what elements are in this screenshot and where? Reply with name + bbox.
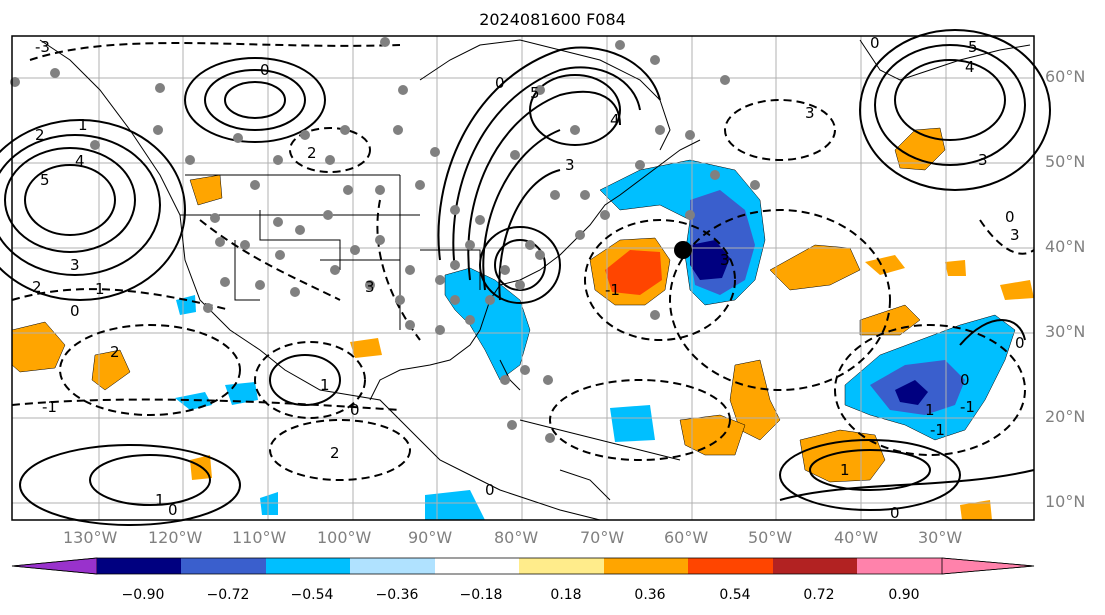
colorbar-segment xyxy=(941,557,1035,575)
contour-label: 3 xyxy=(70,256,80,274)
colorbar-segment xyxy=(519,558,604,574)
contour-label: 3 xyxy=(565,156,575,174)
contour-label: 0 xyxy=(168,501,178,519)
colorbar-tick: −0.72 xyxy=(206,587,250,603)
contour-label: 5 xyxy=(968,38,978,56)
colorbar-segment xyxy=(857,558,942,574)
colorbar-segment xyxy=(266,558,350,574)
lon-label: 80°W xyxy=(494,528,539,547)
colorbar-tick: −0.90 xyxy=(121,587,165,603)
contour-label: 1 xyxy=(925,401,935,419)
contour-label: 3 xyxy=(1010,226,1020,244)
colorbar-tick: 0.36 xyxy=(634,587,666,603)
colorbar-tick: 0.54 xyxy=(719,587,751,603)
contour-label: 2 xyxy=(35,126,45,144)
colorbar-segment xyxy=(11,557,98,575)
lon-label: 130°W xyxy=(63,528,118,547)
lon-label: 30°W xyxy=(918,528,963,547)
contour-label: 5 xyxy=(530,84,540,102)
colorbar-segment xyxy=(604,558,688,574)
lat-label: 10°N xyxy=(1045,492,1086,511)
lon-label: 120°W xyxy=(148,528,203,547)
contour-label: 0 xyxy=(960,371,970,389)
contour-label: -1 xyxy=(42,398,57,416)
lat-label: 50°N xyxy=(1045,152,1086,171)
colorbar-tick: −0.54 xyxy=(290,587,334,603)
lon-label: 90°W xyxy=(408,528,453,547)
lon-label: 60°W xyxy=(664,528,709,547)
contour-label: 1 xyxy=(320,376,330,394)
contour-label: -1 xyxy=(930,421,945,439)
map-frame xyxy=(11,35,1035,521)
lat-label: 30°N xyxy=(1045,322,1086,341)
station-dots xyxy=(10,37,760,443)
colorbar-segment xyxy=(435,558,519,574)
lat-label: 20°N xyxy=(1045,407,1086,426)
contour-label: 0 xyxy=(1005,208,1015,226)
gridlines xyxy=(12,36,1034,520)
colorbar-segment xyxy=(97,558,181,574)
contour-label: 1 xyxy=(840,461,850,479)
contour-label: 0 xyxy=(890,504,900,522)
contours xyxy=(0,29,1051,526)
colorbar xyxy=(11,557,1035,575)
contour-label: 1 xyxy=(155,491,165,509)
colorbar-tick: −0.18 xyxy=(459,587,503,603)
contour-label: 0 xyxy=(260,61,270,79)
contour-label: 2 xyxy=(32,278,42,296)
colorbar-segment xyxy=(350,558,435,574)
colorbar-tick: 0.72 xyxy=(803,587,835,603)
lat-label: 60°N xyxy=(1045,67,1086,86)
contour-label: 2 xyxy=(110,343,120,361)
contour-label: 2 xyxy=(330,444,340,462)
lon-label: 100°W xyxy=(317,528,372,547)
contour-label: 2 xyxy=(307,144,317,162)
lat-label: 40°N xyxy=(1045,237,1086,256)
contour-label: 0 xyxy=(1015,334,1025,352)
contour-label: 0 xyxy=(870,34,880,52)
contour-label: 4 xyxy=(610,111,620,129)
contour-label: 3 xyxy=(805,104,815,122)
contour-label: 1 xyxy=(78,116,88,134)
contour-label: 5 xyxy=(40,171,50,189)
contour-label: 0 xyxy=(495,74,505,92)
colorbar-segment xyxy=(773,558,857,574)
colorbar-tick: 0.90 xyxy=(888,587,920,603)
colorbar-tick: −0.36 xyxy=(375,587,419,603)
lon-label: 70°W xyxy=(580,528,625,547)
map-title: 2024081600 F084 xyxy=(479,10,626,29)
lon-label: 50°W xyxy=(748,528,793,547)
colorbar-segment xyxy=(688,558,773,574)
contour-label: -3 xyxy=(35,38,50,56)
shaded-anomalies xyxy=(11,127,1034,520)
contour-label: 3 xyxy=(978,151,988,169)
contour-label: -1 xyxy=(605,281,620,299)
lon-label: 110°W xyxy=(232,528,287,547)
contour-label: 3 xyxy=(720,251,730,269)
contour-label: 0 xyxy=(70,302,80,320)
colorbar-segment xyxy=(181,558,266,574)
lon-label: 40°W xyxy=(834,528,879,547)
contour-label: 4 xyxy=(75,152,85,170)
contour-label: 0 xyxy=(350,401,360,419)
contour-label: -1 xyxy=(960,398,975,416)
colorbar-tick: 0.18 xyxy=(550,587,582,603)
contour-label: 0 xyxy=(485,481,495,499)
contour-label: 3 xyxy=(365,278,375,296)
contour-labels: -3 0 2 1 2 4 5 3 2 0 1 -1 2 3 3 0 0 4 5 … xyxy=(32,34,1025,522)
contour-label: 4 xyxy=(965,58,975,76)
contour-label: 1 xyxy=(95,280,105,298)
storm-center-marker xyxy=(674,241,692,259)
